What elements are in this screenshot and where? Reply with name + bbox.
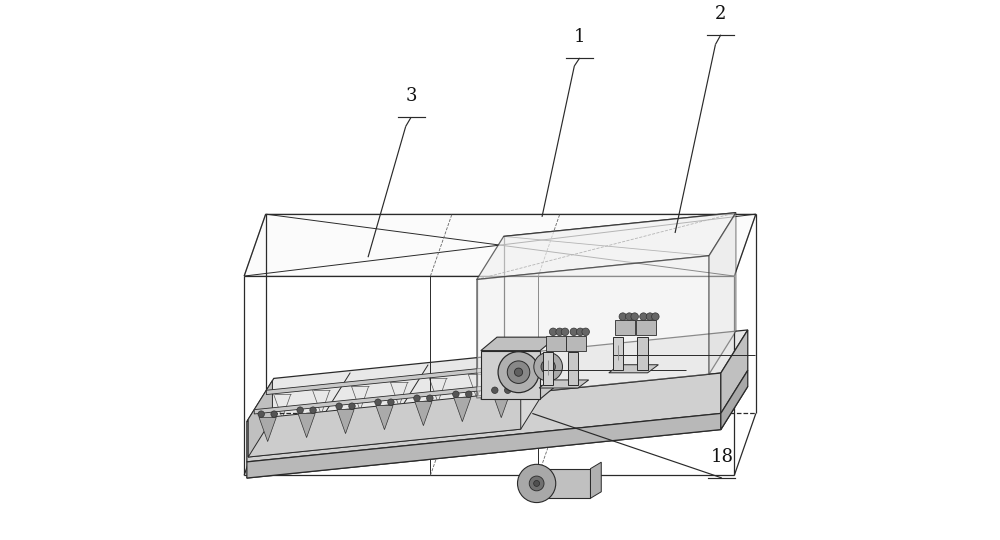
Polygon shape	[376, 406, 393, 430]
Polygon shape	[543, 352, 553, 386]
Polygon shape	[721, 330, 748, 414]
Circle shape	[582, 328, 589, 335]
Circle shape	[549, 328, 557, 335]
Polygon shape	[481, 386, 556, 399]
Circle shape	[271, 411, 277, 417]
Polygon shape	[415, 401, 432, 426]
Polygon shape	[244, 214, 756, 276]
Polygon shape	[481, 337, 556, 350]
Polygon shape	[609, 364, 658, 373]
Polygon shape	[248, 381, 272, 457]
Circle shape	[258, 411, 264, 417]
Polygon shape	[248, 390, 545, 457]
Polygon shape	[546, 335, 566, 350]
Polygon shape	[298, 414, 315, 437]
Polygon shape	[247, 414, 721, 478]
Polygon shape	[477, 213, 736, 280]
Circle shape	[414, 395, 420, 401]
Text: 2: 2	[715, 5, 727, 23]
Polygon shape	[493, 394, 510, 418]
Polygon shape	[636, 320, 656, 335]
Polygon shape	[481, 350, 540, 399]
Circle shape	[646, 313, 654, 320]
Circle shape	[453, 391, 459, 397]
Polygon shape	[566, 335, 586, 350]
Circle shape	[514, 368, 523, 376]
Polygon shape	[247, 330, 748, 422]
Circle shape	[498, 352, 539, 393]
Polygon shape	[539, 380, 589, 388]
Circle shape	[349, 403, 355, 409]
Polygon shape	[337, 409, 354, 434]
Polygon shape	[590, 462, 601, 498]
Text: 3: 3	[405, 87, 417, 105]
Polygon shape	[721, 370, 748, 430]
Circle shape	[570, 328, 578, 335]
Circle shape	[427, 395, 433, 401]
Circle shape	[577, 328, 584, 335]
Polygon shape	[247, 387, 748, 478]
Polygon shape	[615, 320, 635, 335]
Circle shape	[507, 361, 530, 383]
Circle shape	[652, 313, 659, 320]
Polygon shape	[477, 256, 709, 398]
Circle shape	[336, 403, 342, 409]
Polygon shape	[247, 373, 721, 462]
Circle shape	[375, 399, 381, 406]
Polygon shape	[254, 382, 527, 414]
Circle shape	[310, 407, 316, 414]
Circle shape	[556, 328, 563, 335]
Polygon shape	[709, 213, 736, 374]
Circle shape	[297, 407, 303, 414]
Text: 18: 18	[710, 448, 733, 466]
Polygon shape	[531, 469, 590, 498]
Circle shape	[561, 328, 569, 335]
Polygon shape	[454, 397, 471, 422]
Polygon shape	[568, 352, 578, 386]
Circle shape	[529, 476, 544, 491]
Circle shape	[640, 313, 647, 320]
Circle shape	[492, 387, 498, 394]
Circle shape	[466, 391, 472, 397]
Circle shape	[505, 387, 511, 394]
Circle shape	[534, 481, 540, 487]
Circle shape	[388, 399, 394, 406]
Circle shape	[534, 353, 562, 381]
Polygon shape	[266, 362, 539, 395]
Text: 1: 1	[574, 28, 585, 46]
Circle shape	[626, 313, 633, 320]
Polygon shape	[637, 337, 648, 370]
Polygon shape	[248, 392, 521, 457]
Circle shape	[541, 360, 555, 374]
Circle shape	[518, 464, 556, 503]
Polygon shape	[613, 337, 623, 370]
Circle shape	[619, 313, 627, 320]
Polygon shape	[259, 417, 276, 442]
Circle shape	[631, 313, 638, 320]
